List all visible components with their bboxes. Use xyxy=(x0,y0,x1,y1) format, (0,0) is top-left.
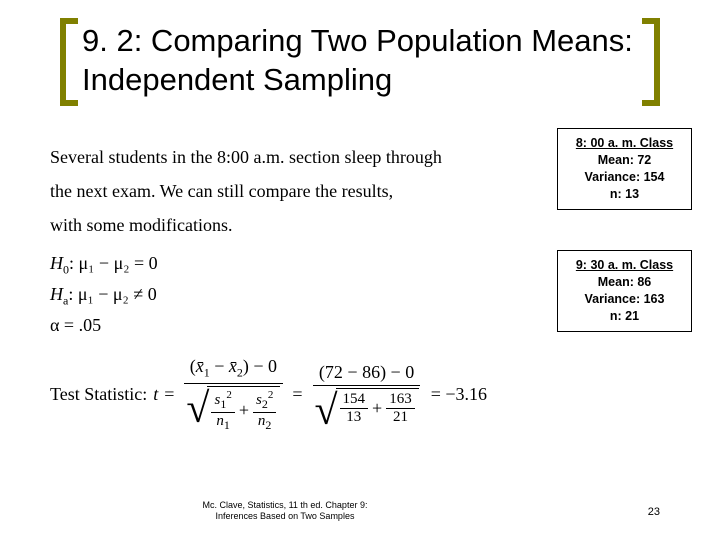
h0-expr: : μ₁ − μ₂ = 0 xyxy=(69,253,158,273)
xbar1-sub: 1 xyxy=(204,366,210,380)
s2-over-n2: s22 n2 xyxy=(253,389,276,433)
bracket-right-icon xyxy=(642,18,660,106)
numeric-denominator: √ 154 13 + 163 21 xyxy=(308,386,424,427)
frac-163-21: 163 21 xyxy=(386,391,415,426)
box2-header: 9: 30 a. m. Class xyxy=(562,257,687,274)
test-statistic-formula: Test Statistic: t = (x̄1 − x̄2) − 0 √ s1… xyxy=(50,355,487,434)
body-paragraph: Several students in the 8:00 a.m. sectio… xyxy=(50,140,550,243)
s1-over-n1: s12 n1 xyxy=(211,389,234,433)
num-163: 163 xyxy=(386,391,415,409)
num-tail: − 0 xyxy=(249,356,277,376)
body-line: the next exam. We can still compare the … xyxy=(50,174,550,208)
xbar2-sub: 2 xyxy=(237,366,243,380)
footer-line2: Inferences Based on Two Samples xyxy=(170,511,400,522)
footer-citation: Mc. Clave, Statistics, 11 th ed. Chapter… xyxy=(170,500,400,522)
box1-header: 8: 00 a. m. Class xyxy=(562,135,687,152)
equals-sign: = xyxy=(164,384,174,405)
plus-sign: + xyxy=(235,400,253,421)
title-block: 9. 2: Comparing Two Population Means: In… xyxy=(60,18,660,108)
bracket-left-icon xyxy=(60,18,78,106)
sqrt-icon: √ s12 n1 + s22 n2 xyxy=(186,386,280,433)
radicand: 154 13 + 163 21 xyxy=(336,388,419,426)
page-number: 23 xyxy=(648,506,660,518)
slide: 9. 2: Comparing Two Population Means: In… xyxy=(0,0,720,540)
body-line: Several students in the 8:00 a.m. sectio… xyxy=(50,140,550,174)
result-value: = −3.16 xyxy=(431,384,487,405)
formula-label: Test Statistic: xyxy=(50,384,147,405)
hypotheses-block: H0: μ₁ − μ₂ = 0 Ha: μ₁ − μ₂ ≠ 0 α = .05 xyxy=(50,250,158,342)
box2-mean: Mean: 86 xyxy=(562,274,687,291)
body-line: with some modifications. xyxy=(50,208,550,242)
frac-154-13: 154 13 xyxy=(340,391,369,426)
symbolic-numerator: (x̄1 − x̄2) − 0 xyxy=(184,355,283,384)
h-symbol: H xyxy=(50,284,63,304)
box1-n: n: 13 xyxy=(562,186,687,203)
box2-variance: Variance: 163 xyxy=(562,291,687,308)
symbolic-fraction: (x̄1 − x̄2) − 0 √ s12 n1 + s22 n2 xyxy=(180,355,286,434)
equals-sign: = xyxy=(292,384,302,405)
den-21: 21 xyxy=(390,409,411,426)
page-title: 9. 2: Comparing Two Population Means: In… xyxy=(82,22,642,100)
sqrt-icon: √ 154 13 + 163 21 xyxy=(314,388,418,426)
numeric-fraction: (72 − 86) − 0 √ 154 13 + 163 21 xyxy=(308,361,424,427)
box2-n: n: 21 xyxy=(562,308,687,325)
radicand: s12 n1 + s22 n2 xyxy=(207,386,280,433)
n2-sub: 2 xyxy=(265,418,271,432)
ha-expr: : μ₁ − μ₂ ≠ 0 xyxy=(68,284,156,304)
xbar2: x̄ xyxy=(229,356,237,376)
den-13: 13 xyxy=(343,409,364,426)
null-hypothesis: H0: μ₁ − μ₂ = 0 xyxy=(50,250,158,279)
class-8am-box: 8: 00 a. m. Class Mean: 72 Variance: 154… xyxy=(557,128,692,210)
alpha-level: α = .05 xyxy=(50,312,158,340)
symbolic-denominator: √ s12 n1 + s22 n2 xyxy=(180,384,286,434)
num-154: 154 xyxy=(340,391,369,409)
h-symbol: H xyxy=(50,253,63,273)
plus-sign: + xyxy=(368,398,386,419)
numeric-numerator: (72 − 86) − 0 xyxy=(313,361,420,386)
class-930am-box: 9: 30 a. m. Class Mean: 86 Variance: 163… xyxy=(557,250,692,332)
n-sym: n xyxy=(216,413,224,429)
alt-hypothesis: Ha: μ₁ − μ₂ ≠ 0 xyxy=(50,281,158,310)
n1-sub: 1 xyxy=(224,418,230,432)
box1-mean: Mean: 72 xyxy=(562,152,687,169)
box1-variance: Variance: 154 xyxy=(562,169,687,186)
xbar1: x̄ xyxy=(196,356,204,376)
t-variable: t xyxy=(153,384,158,405)
footer-line1: Mc. Clave, Statistics, 11 th ed. Chapter… xyxy=(170,500,400,511)
radical-icon: √ xyxy=(186,392,209,439)
radical-icon: √ xyxy=(314,394,337,432)
